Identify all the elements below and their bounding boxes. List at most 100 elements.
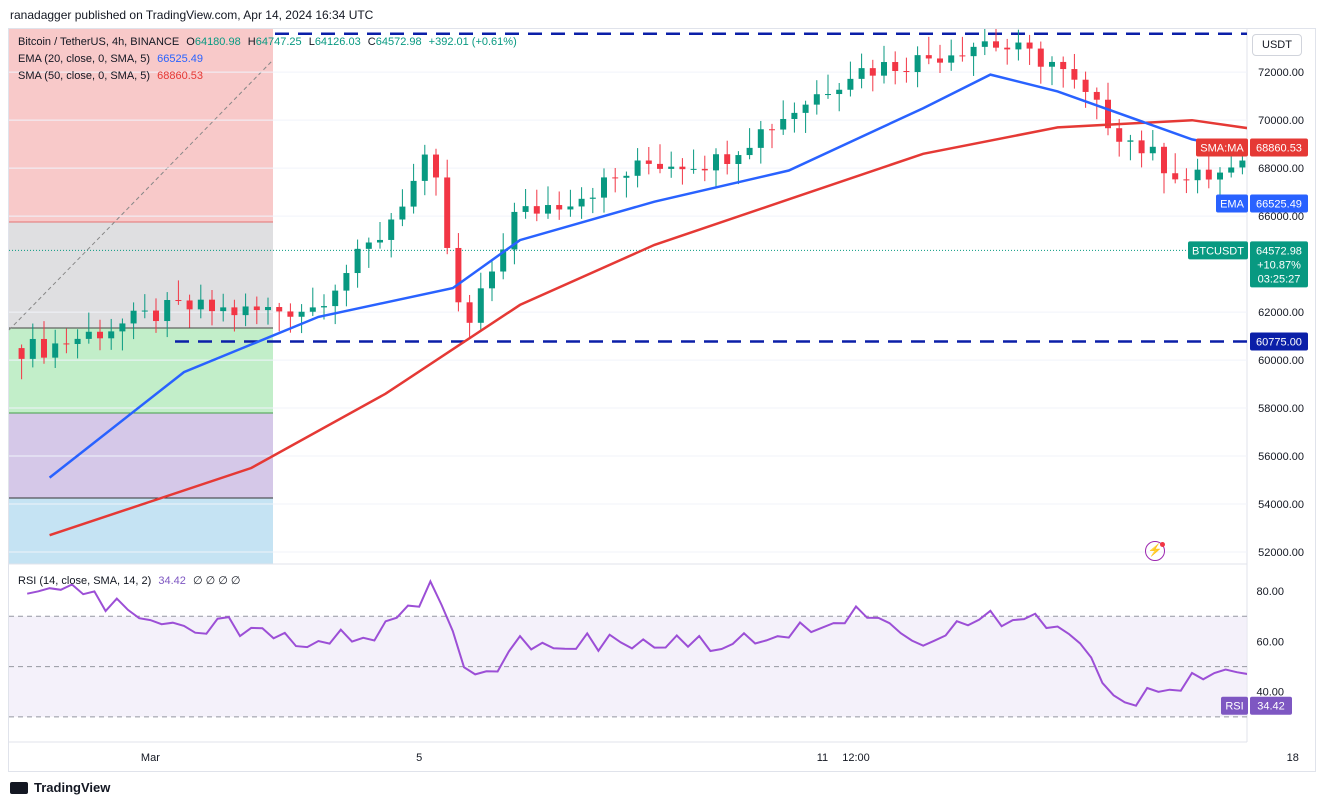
ema-legend[interactable]: EMA (20, close, 0, SMA, 5) 66525.49	[18, 53, 203, 65]
candle-body	[1295, 176, 1301, 184]
candle-body	[231, 307, 238, 316]
sma-name-tag-text: SMA:MA	[1200, 143, 1244, 155]
rsi-value-tag-text: 34.42	[1257, 701, 1285, 713]
candle-body	[578, 198, 585, 207]
candle-body	[903, 71, 910, 73]
candle-body	[623, 175, 630, 178]
candle-body	[74, 338, 81, 345]
ema-value-tag-text: 66525.49	[1256, 199, 1302, 211]
entry-zone	[9, 222, 273, 328]
currency-button[interactable]: USDT	[1252, 34, 1302, 56]
candle-body	[948, 55, 955, 63]
candle-body	[858, 68, 865, 79]
ema20-line	[48, 73, 1247, 479]
ema-value: 66525.49	[157, 53, 204, 65]
price-tick-label: 58000.00	[1258, 403, 1304, 415]
candle-body	[298, 311, 305, 317]
candle-body	[1228, 167, 1235, 173]
ema-name-tag	[1216, 194, 1248, 213]
price-value-text: 64572.98	[1256, 245, 1302, 257]
candle-body	[612, 177, 619, 179]
ema-value-tag	[1250, 194, 1308, 213]
candle-body	[399, 206, 406, 220]
time-tick-label: 18	[1287, 752, 1299, 764]
candle-body	[377, 239, 383, 243]
price-tick-label: 60000.00	[1258, 355, 1304, 367]
candle-body	[489, 271, 495, 289]
candle-body	[309, 307, 316, 312]
candle-body	[365, 242, 372, 249]
candle-body	[679, 166, 686, 170]
candle-body	[1239, 160, 1246, 168]
candle-body	[197, 299, 204, 310]
ema-name-tag-text: EMA	[1220, 199, 1245, 211]
support-level-tag-text: 60775.00	[1256, 336, 1302, 348]
candle-body	[388, 219, 395, 240]
candle-body	[522, 206, 529, 212]
ema-label: EMA (20, close, 0, SMA, 5)	[18, 53, 151, 65]
candles-group	[18, 29, 1324, 380]
candle-body	[1071, 69, 1078, 80]
candle-body	[657, 163, 663, 169]
sma-label: SMA (50, close, 0, SMA, 5)	[18, 70, 151, 82]
price-name-tag	[1188, 241, 1248, 260]
candle-body	[209, 299, 215, 312]
candle-body	[601, 177, 607, 198]
candle-body	[41, 338, 47, 358]
candle-body	[881, 62, 887, 76]
sma-name-tag	[1196, 138, 1248, 157]
candle-body	[791, 112, 798, 119]
brand-footer[interactable]: TradingView	[10, 780, 110, 795]
candle-body	[892, 62, 899, 72]
candle-body	[1149, 146, 1156, 154]
candle-body	[119, 323, 126, 332]
alert-bolt-icon[interactable]: ⚡	[1145, 541, 1165, 561]
candle-body	[18, 348, 25, 359]
sma-legend[interactable]: SMA (50, close, 0, SMA, 5) 68860.53	[18, 70, 203, 82]
target-zone-2	[9, 413, 273, 498]
candle-body	[186, 300, 193, 310]
price-tick-label: 52000.00	[1258, 547, 1304, 559]
candle-body	[1284, 182, 1290, 184]
candle-body	[1026, 42, 1033, 49]
rsi-tick-label: 60.00	[1256, 636, 1284, 648]
rsi-legend[interactable]: RSI (14, close, SMA, 14, 2) 34.42 ∅ ∅ ∅ …	[18, 574, 240, 587]
sma-value: 68860.53	[157, 70, 204, 82]
candle-body	[690, 168, 697, 170]
candle-body	[1127, 140, 1134, 142]
candle-body	[959, 55, 966, 57]
candle-body	[1318, 179, 1324, 181]
rsi-tick-label: 40.00	[1256, 687, 1284, 699]
symbol-legend[interactable]: Bitcoin / TetherUS, 4h, BINANCE O64180.9…	[18, 36, 517, 48]
candle-body	[85, 331, 92, 339]
time-tick-label: 12:00	[842, 752, 870, 764]
candle-body	[130, 310, 137, 324]
publisher-line: ranadagger published on TradingView.com,…	[10, 8, 374, 22]
candle-body	[1037, 48, 1044, 67]
candle-body	[97, 331, 103, 339]
candle-body	[847, 78, 854, 90]
candle-body	[869, 68, 876, 76]
candle-body	[410, 180, 417, 207]
candle-body	[466, 302, 473, 323]
candle-body	[780, 118, 787, 130]
candle-body	[321, 306, 327, 308]
candle-body	[220, 307, 227, 312]
brand-name: TradingView	[34, 780, 111, 795]
candle-body	[287, 311, 294, 317]
candle-body	[455, 247, 462, 303]
position-tool[interactable]	[8, 29, 274, 564]
candle-body	[545, 205, 551, 214]
candle-body	[1116, 128, 1123, 142]
candle-body	[925, 55, 932, 59]
target-zone-3	[9, 498, 273, 564]
candle-body	[1205, 169, 1212, 180]
high-label: H	[247, 36, 256, 48]
candle-body	[836, 89, 843, 95]
candle-body	[1138, 140, 1145, 154]
candle-body	[354, 248, 361, 274]
candle-body	[589, 197, 596, 199]
price-value-tag	[1250, 241, 1308, 288]
candle-body	[634, 160, 641, 176]
